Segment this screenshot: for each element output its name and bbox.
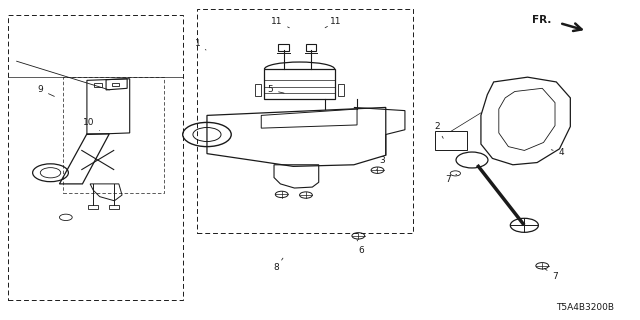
Text: 6: 6 <box>357 240 364 255</box>
Text: T5A4B3200B: T5A4B3200B <box>556 303 614 312</box>
Bar <box>264 69 335 100</box>
Text: 5: 5 <box>268 85 284 94</box>
Text: 9: 9 <box>37 85 54 96</box>
Text: 8: 8 <box>274 258 283 272</box>
Text: 11: 11 <box>271 17 289 28</box>
Bar <box>8 15 182 300</box>
Text: 1: 1 <box>195 39 206 50</box>
Bar <box>435 131 467 150</box>
Text: 4: 4 <box>551 148 564 157</box>
Bar <box>255 84 261 96</box>
Bar <box>278 44 289 51</box>
Bar <box>306 44 316 51</box>
Bar <box>88 204 99 209</box>
Text: FR.: FR. <box>532 15 551 25</box>
Bar <box>109 204 120 209</box>
Text: 3: 3 <box>376 156 385 170</box>
Text: 10: 10 <box>83 118 100 131</box>
Bar <box>94 83 102 87</box>
Text: 11: 11 <box>325 17 342 28</box>
Bar <box>63 77 164 194</box>
Bar <box>112 83 120 86</box>
Bar <box>197 9 413 233</box>
Text: 2: 2 <box>434 122 444 138</box>
Text: 7: 7 <box>545 268 558 281</box>
Bar <box>338 84 344 96</box>
Text: 7: 7 <box>445 174 457 184</box>
